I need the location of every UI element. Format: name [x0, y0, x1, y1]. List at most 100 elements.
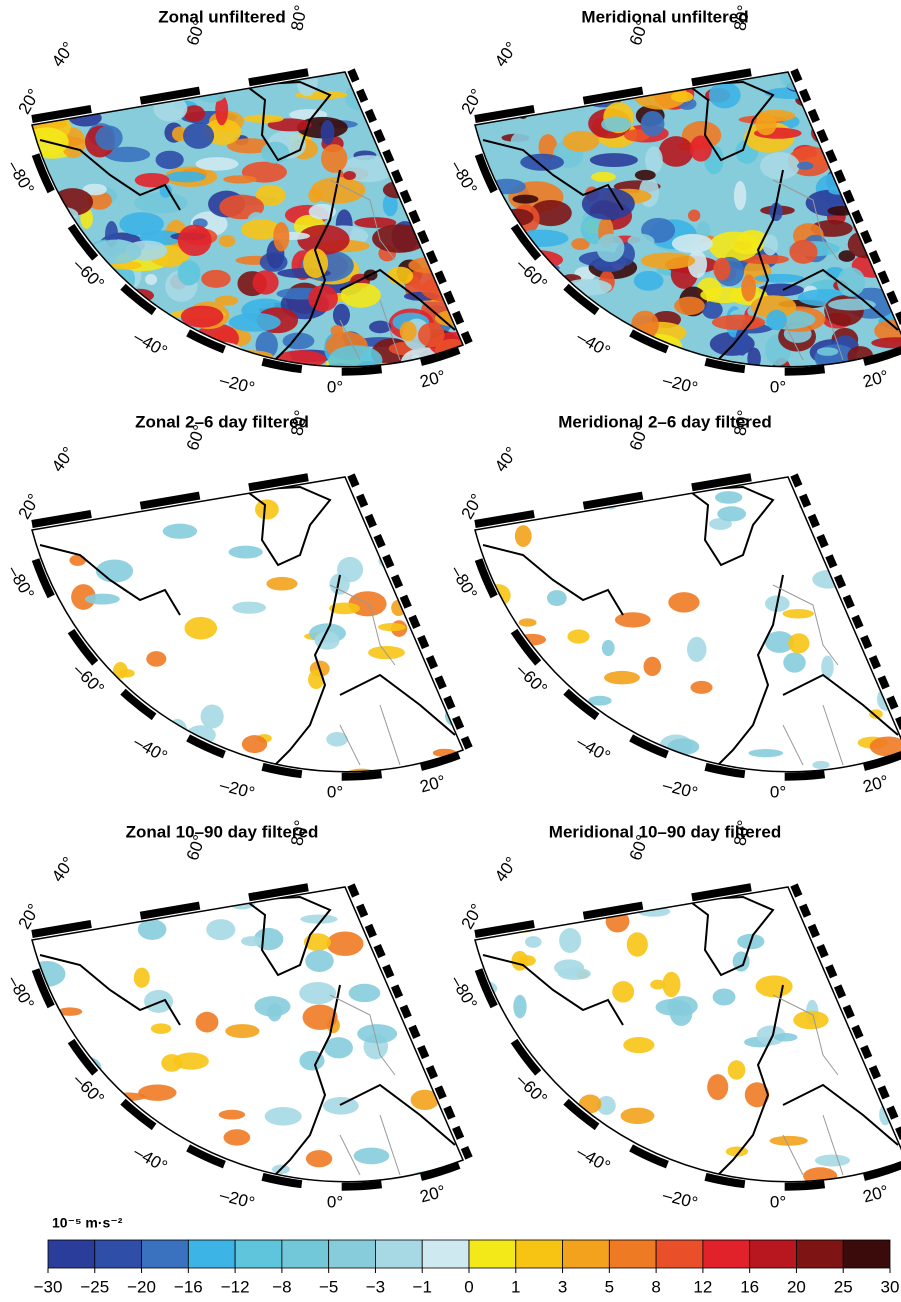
field-patch [549, 1123, 576, 1140]
colorbar-tick-label: −30 [34, 1277, 63, 1296]
lon-label: 0° [327, 377, 343, 396]
field-patch [500, 296, 518, 305]
field-patch [828, 138, 878, 152]
field-patch [299, 982, 336, 1004]
field-patch [859, 124, 898, 145]
lat-label: 20° [14, 491, 43, 523]
lon-label: –40° [574, 732, 614, 766]
field-patch [166, 171, 206, 182]
field-patch [514, 490, 547, 507]
field-patch [337, 557, 363, 582]
field-patch [184, 617, 217, 640]
field-patch [878, 167, 901, 198]
field-patch [447, 245, 500, 271]
field-patch [225, 473, 240, 482]
field-patch [308, 188, 322, 203]
lon-label: –40° [574, 327, 614, 361]
field-patch [378, 623, 406, 631]
lat-label: 80° [730, 819, 753, 848]
colorbar-segment [563, 1240, 610, 1268]
field-patch [558, 967, 591, 979]
field-patch [556, 310, 583, 322]
field-patch [195, 157, 238, 171]
field-patch [321, 144, 347, 173]
field-patch [387, 267, 413, 285]
field-patch [161, 1054, 182, 1072]
field-patch [331, 325, 344, 336]
field-patch [709, 82, 741, 108]
field-patch [156, 151, 184, 169]
lon-label: –60° [70, 1070, 108, 1108]
field-patch [43, 1146, 66, 1170]
field-patch [215, 296, 239, 306]
field-patch [323, 1097, 359, 1115]
field-patch [29, 271, 61, 281]
field-patch [700, 287, 747, 303]
field-patch [480, 244, 512, 262]
field-patch [864, 123, 899, 135]
lon-label: 20° [861, 1182, 891, 1207]
lon-label: –80° [447, 158, 481, 198]
field-patch [380, 87, 419, 105]
colorbar-tick-label: −5 [319, 1277, 338, 1296]
field-patch [530, 336, 555, 361]
field-patch [627, 932, 648, 956]
field-patch [461, 641, 498, 659]
panel-title: Zonal unfiltered [158, 7, 286, 26]
field-patch [602, 640, 615, 656]
field-patch [815, 1155, 850, 1167]
page: {"panels": [ {"title": "Zonal unfiltered… [0, 0, 901, 1302]
field-patch [852, 1003, 866, 1021]
colorbar-segment [48, 1240, 95, 1268]
field-patch [591, 172, 616, 182]
field-patch [891, 126, 901, 152]
field-patch [265, 1107, 302, 1126]
field-patch [488, 333, 539, 358]
field-patch [735, 327, 749, 356]
field-patch [507, 88, 550, 101]
field-patch [728, 1060, 746, 1079]
field-patch [427, 216, 448, 238]
lon-label: 20° [861, 367, 891, 392]
lon-label: 20° [861, 772, 891, 797]
field-patch [865, 58, 888, 86]
field-patch [453, 542, 466, 551]
field-patch [444, 239, 468, 252]
field-patch [747, 347, 761, 369]
field-patch [850, 82, 887, 110]
field-patch [713, 258, 730, 281]
field-patch [113, 72, 128, 102]
field-patch [515, 318, 565, 329]
field-patch [372, 224, 427, 252]
field-patch [877, 586, 901, 610]
field-patch [500, 73, 520, 95]
field-patch [206, 919, 235, 940]
field-patch [641, 111, 665, 137]
field-patch [520, 154, 564, 171]
lat-label: 40° [48, 443, 78, 475]
field-patch [371, 64, 401, 76]
field-patch [119, 669, 135, 678]
field-patch [466, 228, 483, 250]
colorbar-segment [609, 1240, 656, 1268]
field-patch [143, 360, 166, 389]
field-patch [357, 1024, 397, 1043]
field-patch [702, 301, 723, 319]
field-patch [707, 1074, 728, 1100]
field-patch [741, 274, 756, 301]
figure: 10⁻⁵ m·s⁻² Zonal unfiltered20°40°60°80°–… [0, 0, 901, 1302]
field-patch [20, 235, 60, 263]
lon-label: –60° [70, 660, 108, 698]
field-patch [812, 761, 829, 769]
field-patch [885, 86, 901, 110]
field-patch [855, 470, 869, 481]
field-patch [434, 555, 462, 565]
field-patch [411, 1090, 440, 1110]
field-patch [890, 891, 901, 904]
map-panel: 20°40°60°80°–80°–60°–40°–20°0°20° [4, 409, 472, 803]
field-patch [225, 1024, 259, 1038]
field-patch [454, 354, 497, 384]
field-patch [754, 274, 804, 283]
lon-label: –40° [131, 327, 171, 361]
field-patch [242, 735, 267, 753]
